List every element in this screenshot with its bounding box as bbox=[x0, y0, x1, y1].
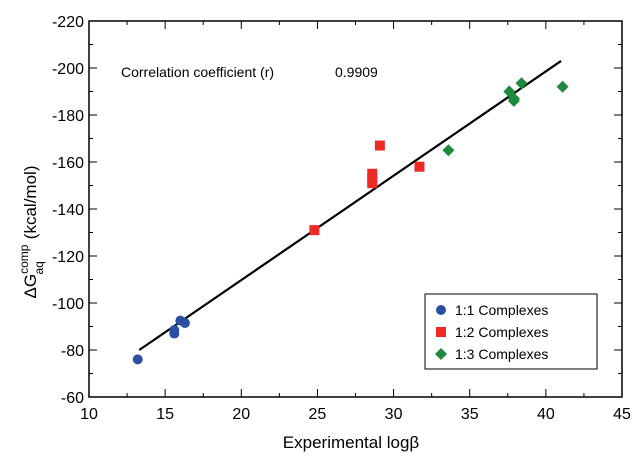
y-tick-label: -120 bbox=[52, 249, 84, 266]
data-point-series-3 bbox=[503, 85, 516, 98]
data-points bbox=[132, 77, 569, 365]
y-tick-label: -200 bbox=[52, 61, 84, 78]
data-point-series-1 bbox=[132, 354, 143, 365]
data-point-series-3 bbox=[556, 80, 569, 93]
fit-line-group bbox=[138, 60, 562, 351]
annotation: Correlation coefficient (r) 0.9909 bbox=[121, 64, 378, 80]
legend: 1:1 Complexes 1:2 Complexes 1:3 Complexes bbox=[424, 293, 598, 370]
y-tick-label: -100 bbox=[52, 296, 84, 313]
y-axis-title-subscript: aq bbox=[32, 261, 46, 274]
data-point-series-2 bbox=[414, 161, 425, 172]
y-tick-label: -220 bbox=[52, 14, 84, 31]
correlation-label: Correlation coefficient (r) bbox=[121, 64, 274, 80]
data-point-series-2 bbox=[309, 225, 320, 236]
legend-marker-series-2 bbox=[436, 327, 446, 337]
x-tick-label: 15 bbox=[156, 406, 174, 423]
x-tick-label: 10 bbox=[80, 406, 98, 423]
y-axis-title-unit: (kcal/mol) bbox=[21, 166, 40, 240]
x-tick-label: 45 bbox=[613, 406, 631, 423]
y-tick-label: -180 bbox=[52, 108, 84, 125]
y-tick-label: -80 bbox=[61, 343, 84, 360]
legend-marker-series-1 bbox=[436, 305, 446, 315]
legend-label-series-3: 1:3 Complexes bbox=[455, 346, 548, 362]
legend-label-series-2: 1:2 Complexes bbox=[455, 324, 548, 340]
data-point-series-2 bbox=[374, 140, 385, 151]
y-tick-label: -160 bbox=[52, 155, 84, 172]
y-tick-label: -140 bbox=[52, 202, 84, 219]
y-axis-title-superscript: comp bbox=[17, 244, 31, 274]
fit-line bbox=[138, 60, 562, 351]
data-point-series-1 bbox=[169, 325, 180, 336]
y-tick-label: -60 bbox=[61, 390, 84, 407]
y-axis-title-prefix: ΔG bbox=[21, 274, 40, 299]
y-axis-title: ΔGcompaq (kcal/mol) bbox=[17, 166, 46, 299]
x-tick-label: 35 bbox=[461, 406, 479, 423]
legend-marker-series-3 bbox=[435, 348, 447, 360]
x-tick-label: 25 bbox=[309, 406, 327, 423]
legend-label-series-1: 1:1 Complexes bbox=[455, 302, 548, 318]
x-tick-label: 20 bbox=[232, 406, 250, 423]
correlation-value: 0.9909 bbox=[335, 64, 378, 80]
y-axis: -60 -80 -100 -120 -140 -160 -180 -200 -220 bbox=[52, 14, 622, 407]
data-point-series-3 bbox=[507, 94, 520, 107]
data-point-series-2 bbox=[367, 168, 378, 179]
legend-box bbox=[424, 293, 598, 370]
data-point-series-3 bbox=[515, 77, 528, 90]
x-tick-label: 30 bbox=[385, 406, 403, 423]
svg-text:ΔGcompaq(kcal/mol): ΔGcompaq (kcal/mol) bbox=[17, 166, 46, 299]
x-axis: 10 15 20 25 30 35 40 45 bbox=[80, 21, 631, 423]
data-point-series-1 bbox=[179, 317, 190, 328]
data-point-series-3 bbox=[442, 144, 455, 157]
x-axis-title: Experimental logβ bbox=[283, 433, 420, 452]
x-tick-label: 40 bbox=[537, 406, 555, 423]
